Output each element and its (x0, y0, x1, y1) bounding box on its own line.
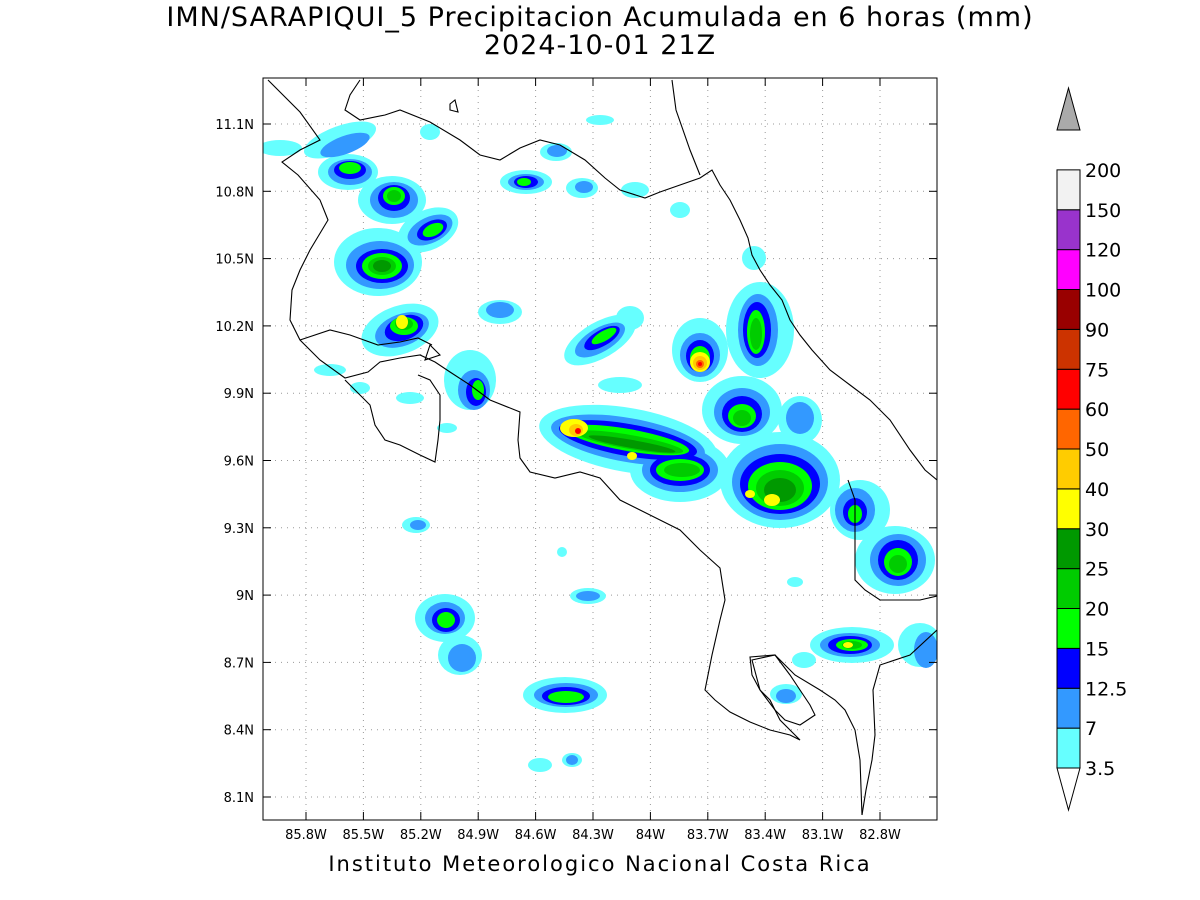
colorbar-label: 15 (1085, 638, 1109, 660)
lat-tick-label: 11.1N (215, 118, 254, 133)
colorbar-swatch (1056, 408, 1081, 450)
colorbar-swatch (1056, 568, 1081, 609)
colorbar-swatch (1056, 328, 1081, 370)
colorbar-label: 60 (1085, 399, 1109, 421)
colorbar-max-arrow (1056, 86, 1081, 131)
colorbar-label: 200 (1085, 160, 1121, 182)
map-subtitle: 2024-10-01 21Z (483, 30, 717, 61)
lat-tick-label: 9N (236, 589, 254, 604)
colorbar-swatch (1056, 209, 1081, 251)
lon-tick-label: 83.7W (687, 828, 729, 843)
colorbar-swatch (1056, 647, 1081, 689)
colorbar-label: 100 (1085, 280, 1121, 302)
lat-tick-label: 8.7N (224, 656, 254, 671)
colorbar-label: 40 (1085, 479, 1109, 501)
lat-tick-label: 9.3N (224, 522, 254, 537)
colorbar-label: 50 (1085, 439, 1109, 461)
colorbar-swatch (1056, 169, 1081, 211)
colorbar-label: 12.5 (1085, 678, 1127, 700)
colorbar-label: 90 (1085, 319, 1109, 341)
lat-tick-label: 8.4N (224, 724, 254, 739)
map-title: IMN/SARAPIQUI_5 Precipitacion Acumulada … (166, 2, 1034, 33)
colorbar-label: 3.5 (1085, 758, 1115, 780)
lon-tick-label: 83.4W (744, 828, 786, 843)
colorbar-label: 7 (1085, 718, 1097, 740)
colorbar-label: 20 (1085, 599, 1109, 621)
colorbar-swatch (1056, 528, 1081, 570)
coastline (267, 79, 937, 816)
lon-tick-label: 85.8W (285, 828, 327, 843)
lat-tick-label: 10.5N (215, 253, 254, 268)
lon-tick-label: 84.9W (457, 828, 499, 843)
colorbar-swatch (1056, 687, 1081, 729)
colorbar-swatch (1056, 488, 1081, 530)
lon-tick-label: 84W (636, 828, 666, 843)
colorbar-swatch (1056, 368, 1081, 410)
colorbar-swatch (1056, 608, 1081, 649)
colorbar-label: 25 (1085, 559, 1109, 581)
lon-tick-label: 84.6W (515, 828, 557, 843)
lon-tick-label: 85.2W (400, 828, 442, 843)
axis-ticks: 85.8W 85.5W 85.2W 84.9W 84.6W 84.3W 84W 83.7W 83… (215, 78, 937, 843)
lon-tick-label: 84.3W (572, 828, 614, 843)
lat-tick-label: 10.8N (215, 185, 254, 200)
lat-tick-label: 9.6N (224, 455, 254, 470)
colorbar-swatch (1056, 727, 1081, 769)
colorbar-swatch (1056, 448, 1081, 490)
map-frame (262, 77, 938, 821)
colorbar-swatch (1056, 249, 1081, 290)
colorbar-label: 120 (1085, 240, 1121, 262)
lat-tick-label: 9.9N (224, 387, 254, 402)
colorbar-label: 75 (1085, 359, 1109, 381)
credit-text: Instituto Meteorologico Nacional Costa R… (328, 852, 872, 876)
colorbar-label: 30 (1085, 519, 1109, 541)
precipitation-field (263, 115, 937, 772)
lon-tick-label: 85.5W (342, 828, 384, 843)
colorbar-swatch (1056, 289, 1081, 330)
lat-tick-label: 8.1N (224, 791, 254, 806)
lat-tick-label: 10.2N (215, 320, 254, 335)
lon-tick-label: 82.8W (859, 828, 901, 843)
colorbar: 3.5 7 12.5 15 20 25 30 40 50 60 75 90 100 120 150 200 (1056, 86, 1127, 812)
lon-tick-label: 83.1W (802, 828, 844, 843)
colorbar-min-arrow (1056, 767, 1081, 812)
colorbar-label: 150 (1085, 200, 1121, 222)
